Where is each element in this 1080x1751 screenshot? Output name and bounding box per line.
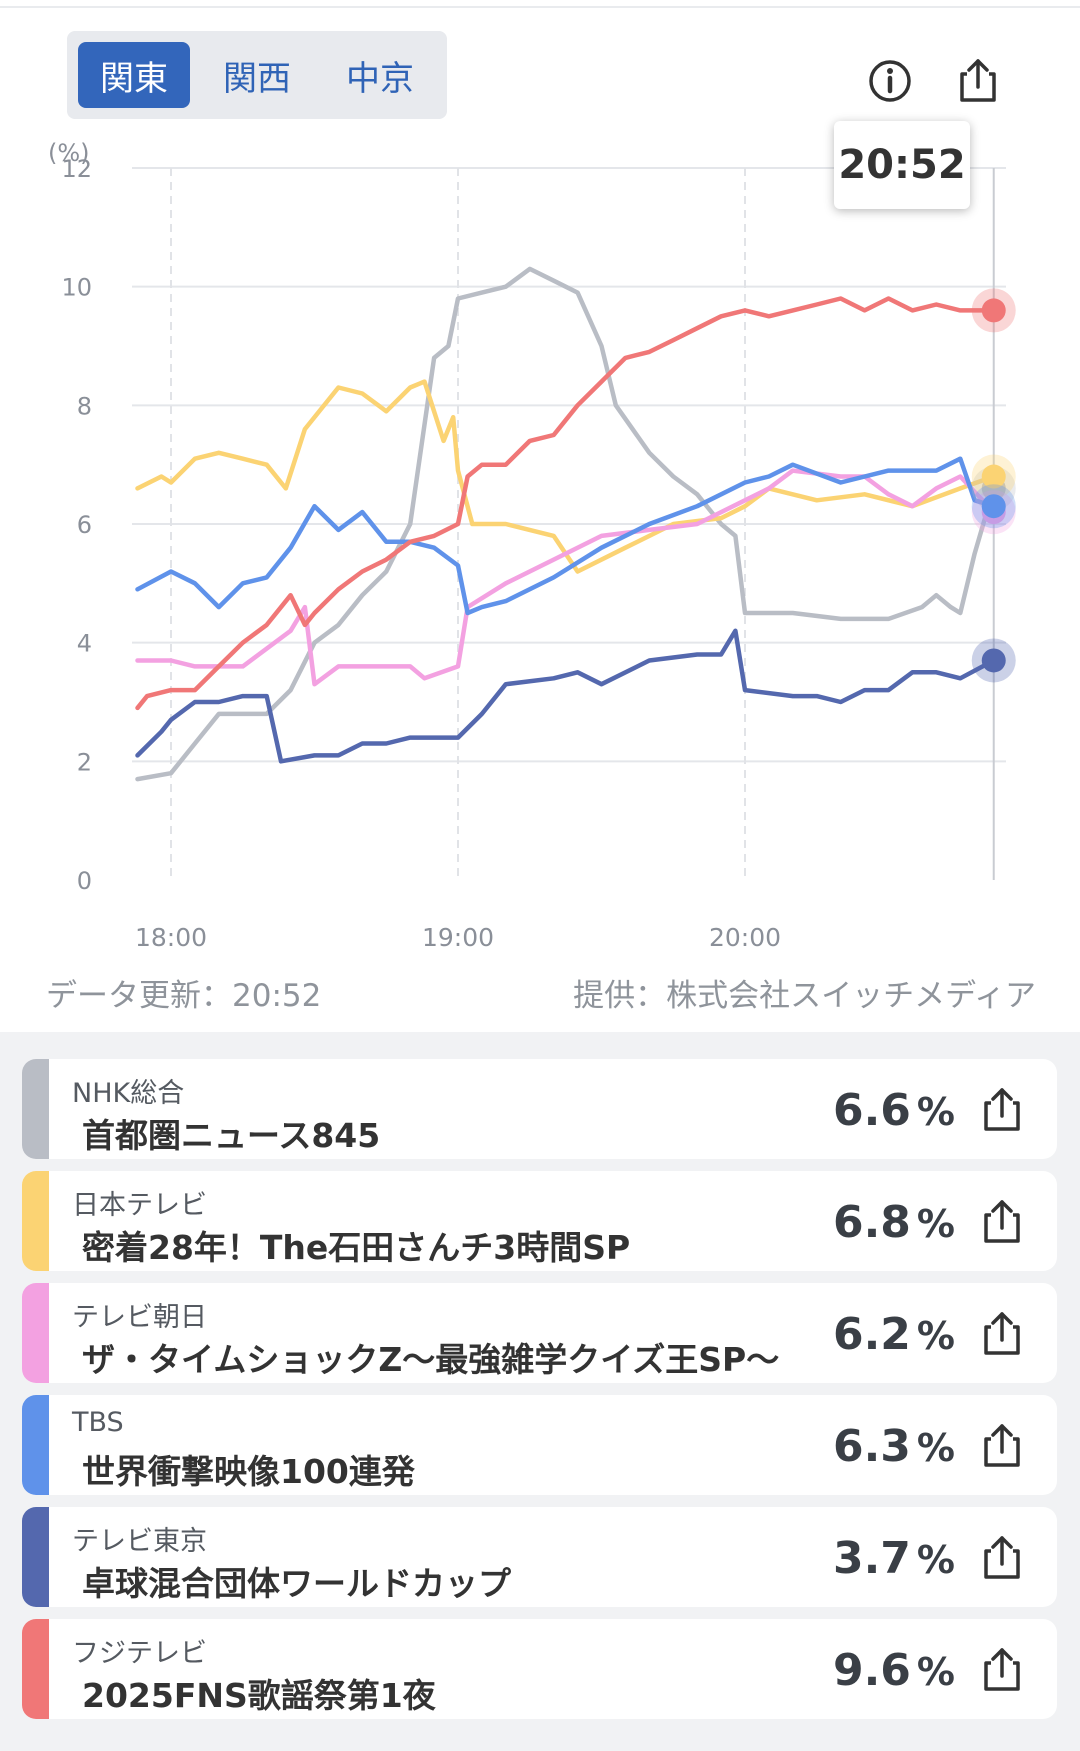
rating-number: 6.8 [832, 1197, 911, 1248]
rating-number: 6.2 [832, 1309, 911, 1360]
chart-end-markers [971, 288, 1016, 683]
chart-series [135, 266, 996, 782]
channel-color-bar [22, 1619, 49, 1719]
channel-color-bar [22, 1171, 49, 1271]
program-card[interactable]: NHK総合首都圏ニュース845 6.6% [22, 1059, 1057, 1159]
top-divider [0, 6, 1080, 8]
program-card[interactable]: テレビ東京卓球混合団体ワールドカップ 3.7% [22, 1507, 1057, 1607]
rating-value: 6.2% [833, 1309, 955, 1360]
rating-value: 9.6% [833, 1645, 955, 1696]
rating-number: 6.3 [832, 1421, 911, 1472]
chart-ticks: (%) 0 2 4 6 8 10 12 18:00 19:00 20:00 [48, 139, 781, 952]
x-tick-label: 20:00 [709, 923, 781, 952]
share-icon[interactable] [977, 1421, 1027, 1471]
share-icon[interactable] [977, 1309, 1027, 1359]
program-title: 密着28年！The石田さんチ3時間SP [82, 1228, 631, 1267]
share-icon[interactable] [977, 1645, 1027, 1695]
program-title: 卓球混合団体ワールドカップ [82, 1564, 511, 1603]
channel-color-bar [22, 1283, 49, 1383]
rating-unit: % [916, 1202, 955, 1246]
series-line [135, 468, 996, 687]
data-provider-label: 提供：株式会社スイッチメディア [573, 978, 1036, 1014]
program-card[interactable]: テレビ朝日ザ・タイムショックZ〜最強雑学クイズ王SP〜 6.2% [22, 1283, 1057, 1383]
series-end-marker [981, 298, 1006, 323]
rating-line-chart[interactable]: (%) 0 2 4 6 8 10 12 18:00 19:00 20:00 [0, 120, 1080, 960]
channel-color-bar [22, 1507, 49, 1607]
info-icon[interactable] [865, 56, 915, 106]
rating-value: 3.7% [833, 1533, 955, 1584]
channel-name: テレビ朝日 [72, 1302, 207, 1333]
rating-number: 6.6 [832, 1085, 911, 1136]
program-card[interactable]: フジテレビ 2025FNS歌謡祭第1夜 9.6% [22, 1619, 1057, 1719]
y-tick-label: 2 [77, 748, 92, 776]
rating-unit: % [916, 1538, 955, 1582]
channel-name: フジテレビ [72, 1638, 207, 1669]
y-tick-label: 0 [77, 867, 92, 895]
region-tab-group: 関東 関西 中京 [67, 31, 447, 119]
channel-name: 日本テレビ [72, 1190, 207, 1221]
y-axis-unit-label: (%) [48, 139, 90, 167]
x-tick-label: 18:00 [135, 923, 207, 952]
rating-unit: % [916, 1314, 955, 1358]
rating-unit: % [916, 1426, 955, 1470]
rating-unit: % [916, 1650, 955, 1694]
share-icon[interactable] [977, 1085, 1027, 1135]
tab-chukyo[interactable]: 中京 [346, 58, 414, 99]
rating-value: 6.8% [833, 1197, 955, 1248]
program-list: NHK総合 首都圏ニュース845 6.6% 日本テレビ 密着28年！The石田さんチ3時… [0, 1032, 1080, 1751]
series-end-marker [981, 464, 1006, 489]
series-end-marker [981, 648, 1006, 673]
y-tick-label: 8 [77, 392, 92, 420]
x-tick-label: 19:00 [422, 923, 494, 952]
series-line [135, 266, 996, 782]
program-card[interactable]: 日本テレビ密着28年！The石田さんチ3時間SP 6.8% [22, 1171, 1057, 1271]
channel-color-bar [22, 1059, 49, 1159]
program-title: 世界衝撃映像100連発 [82, 1452, 415, 1491]
series-line [135, 296, 996, 711]
rating-unit: % [916, 1090, 955, 1134]
rating-number: 3.7 [832, 1533, 911, 1584]
tab-kansai[interactable]: 関西 [223, 58, 291, 99]
program-title: 首都圏ニュース845 [82, 1116, 381, 1155]
program-title: 2025FNS歌謡祭第1夜 [82, 1676, 436, 1715]
series-line [135, 456, 996, 616]
chart-grid [132, 167, 1006, 880]
share-icon[interactable] [977, 1197, 1027, 1247]
channel-color-bar [22, 1395, 49, 1495]
y-tick-label: 12 [61, 155, 92, 183]
share-icon[interactable] [977, 1533, 1027, 1583]
y-tick-label: 4 [77, 630, 92, 658]
time-tooltip: 20:52 [834, 121, 970, 209]
rating-value: 6.3% [833, 1421, 955, 1472]
series-end-marker [981, 494, 1006, 519]
channel-name: NHK総合 [72, 1078, 185, 1109]
share-icon[interactable] [953, 56, 1003, 106]
program-title: ザ・タイムショックZ〜最強雑学クイズ王SP〜 [82, 1340, 780, 1379]
tab-kanto[interactable]: 関東 [78, 42, 190, 108]
program-card[interactable]: TBS 世界衝撃映像100連発 6.3% [22, 1395, 1057, 1495]
y-tick-label: 6 [77, 511, 92, 539]
rating-number: 9.6 [832, 1645, 911, 1696]
rating-value: 6.6% [833, 1085, 955, 1136]
series-line [135, 628, 996, 764]
channel-name: テレビ東京 [72, 1526, 207, 1557]
channel-name: TBS [72, 1407, 124, 1438]
y-tick-label: 10 [61, 274, 92, 302]
data-updated-label: データ更新：20:52 [46, 978, 322, 1014]
